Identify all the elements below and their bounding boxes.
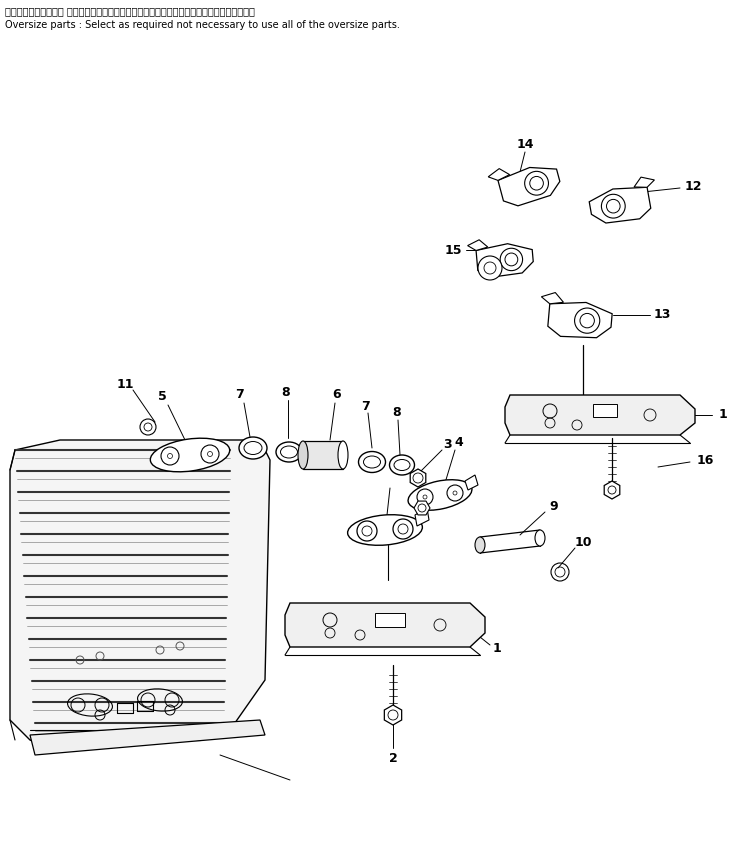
Polygon shape bbox=[476, 244, 534, 277]
Text: 11: 11 bbox=[116, 379, 134, 391]
Polygon shape bbox=[375, 613, 405, 627]
Polygon shape bbox=[285, 603, 485, 647]
Circle shape bbox=[601, 194, 625, 218]
Ellipse shape bbox=[389, 455, 414, 475]
Polygon shape bbox=[590, 187, 651, 223]
Polygon shape bbox=[30, 720, 265, 755]
Polygon shape bbox=[415, 508, 429, 526]
Ellipse shape bbox=[276, 442, 302, 462]
Polygon shape bbox=[634, 177, 654, 187]
Polygon shape bbox=[410, 469, 426, 487]
Ellipse shape bbox=[298, 441, 308, 469]
Text: 8: 8 bbox=[282, 386, 290, 400]
Text: 1: 1 bbox=[492, 642, 501, 654]
Ellipse shape bbox=[394, 459, 410, 470]
Text: 10: 10 bbox=[574, 536, 592, 550]
Text: 9: 9 bbox=[550, 501, 559, 513]
Polygon shape bbox=[384, 705, 402, 725]
Ellipse shape bbox=[150, 438, 230, 472]
Polygon shape bbox=[498, 168, 560, 206]
Text: 7: 7 bbox=[361, 400, 370, 412]
Text: 8: 8 bbox=[393, 406, 401, 420]
Text: 6: 6 bbox=[333, 389, 342, 401]
Polygon shape bbox=[548, 303, 612, 338]
Text: Oversize parts : Select as required not necessary to use all of the oversize par: Oversize parts : Select as required not … bbox=[5, 20, 400, 30]
Text: 7: 7 bbox=[236, 389, 244, 401]
Text: オーバーサイズ部品： 全点オーバーサイズ部品を使用する必要はなく任意に選定して下さい。: オーバーサイズ部品： 全点オーバーサイズ部品を使用する必要はなく任意に選定して下… bbox=[5, 6, 255, 16]
Polygon shape bbox=[303, 441, 343, 469]
Circle shape bbox=[417, 489, 433, 505]
Polygon shape bbox=[542, 293, 564, 303]
Ellipse shape bbox=[239, 437, 267, 459]
Circle shape bbox=[500, 248, 523, 271]
Ellipse shape bbox=[280, 446, 297, 458]
Circle shape bbox=[201, 445, 219, 463]
Ellipse shape bbox=[408, 480, 472, 510]
Polygon shape bbox=[465, 475, 478, 490]
Ellipse shape bbox=[338, 441, 348, 469]
Circle shape bbox=[525, 171, 548, 195]
Polygon shape bbox=[414, 501, 430, 515]
Circle shape bbox=[161, 447, 179, 465]
Polygon shape bbox=[593, 404, 617, 417]
Circle shape bbox=[447, 485, 463, 501]
Text: 13: 13 bbox=[654, 309, 670, 321]
Polygon shape bbox=[467, 239, 488, 250]
Text: 2: 2 bbox=[389, 751, 397, 765]
Text: 16: 16 bbox=[696, 454, 714, 466]
Text: 15: 15 bbox=[445, 244, 461, 256]
Polygon shape bbox=[604, 481, 620, 499]
Polygon shape bbox=[505, 395, 695, 435]
Text: 14: 14 bbox=[516, 138, 534, 152]
Ellipse shape bbox=[364, 456, 381, 468]
Polygon shape bbox=[488, 169, 509, 180]
Circle shape bbox=[575, 308, 600, 333]
Text: 1: 1 bbox=[718, 409, 727, 422]
Circle shape bbox=[478, 256, 502, 280]
Text: 4: 4 bbox=[455, 437, 464, 449]
Circle shape bbox=[393, 519, 413, 539]
Circle shape bbox=[357, 521, 377, 541]
Ellipse shape bbox=[535, 530, 545, 546]
Polygon shape bbox=[10, 440, 270, 740]
Ellipse shape bbox=[358, 452, 386, 472]
Ellipse shape bbox=[244, 442, 262, 454]
Text: 5: 5 bbox=[158, 390, 166, 404]
Text: 12: 12 bbox=[684, 180, 701, 192]
Text: 3: 3 bbox=[444, 438, 453, 452]
Ellipse shape bbox=[475, 537, 485, 553]
Ellipse shape bbox=[347, 515, 422, 545]
